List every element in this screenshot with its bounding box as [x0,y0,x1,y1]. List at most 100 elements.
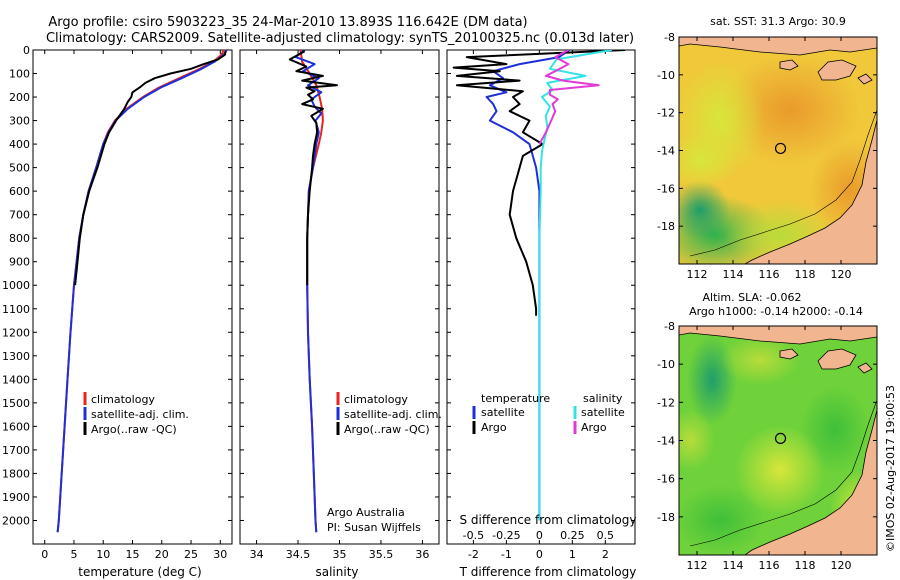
difference-series [452,50,626,521]
sla-island [779,348,799,360]
sst-map-title: sat. SST: 31.3 Argo: 30.9 [710,15,846,28]
annotation-argo-australia: Argo Australia [327,506,405,519]
sla-map-title-line1: Altim. SLA: -0.062 [702,291,801,304]
map-x-tick-label: 116 [759,268,780,281]
x-tick-label: 34.5 [286,548,311,561]
x-tick-label: 25 [184,548,198,561]
legend-label-s-satellite: satellite [581,406,625,419]
series-line-argo-raw-qc- [74,51,227,286]
map-y-tick-label: -12 [657,396,675,409]
x-tick-label: 36 [415,548,429,561]
map-x-tick-label: 112 [687,559,708,572]
map-y-tick-label: -16 [657,473,675,486]
x-tick-label: 0 [536,548,543,561]
sla-map-title-line2: Argo h1000: -0.14 h2000: -0.14 [689,305,863,318]
y-tick-label: 1500 [2,397,30,410]
series-line-salinity-argo [538,50,600,145]
sst-land-north [679,37,877,56]
sla-map-ticks: 112 114 116 118 120 -8 -10 -12 -14 -16 -18 [657,320,877,572]
difference-xlabel: T difference from climatology [459,565,637,579]
salinity-series [288,50,338,533]
legend-header-salinity: salinity [583,392,623,405]
legend-label-satellite: satellite-adj. clim. [91,408,189,421]
sst-bathymetry-contour [689,109,877,257]
sla-island [857,362,873,374]
y-tick-label: 400 [9,138,30,151]
map-y-tick-label: -16 [657,182,675,195]
x-tick-label: 0 [41,548,48,561]
x-tick-label: 2 [602,548,609,561]
y-tick-label: 800 [9,232,30,245]
map-x-tick-label: 118 [795,268,816,281]
sla-land-north [679,326,877,345]
x-tick-label: 30 [213,548,227,561]
argo-float-marker [774,142,787,155]
y-tick-label: 1600 [2,420,30,433]
difference-x2label: S difference from climatology [460,513,637,527]
sla-bathymetry-contour [689,399,877,547]
argo-float-marker [774,432,787,445]
x2-tick-label: 0.5 [597,529,615,542]
map-x-tick-label: 116 [759,559,780,572]
y-tick-label: 1800 [2,467,30,480]
map-x-tick-label: 120 [831,559,852,572]
map-x-tick-label: 114 [723,559,744,572]
sla-low-patch [679,485,765,555]
x-tick-label: 20 [155,548,169,561]
sla-high-patch [720,335,800,385]
temperature-ticks: 0 5 10 15 20 25 300100200300400500600700800900… [2,44,232,561]
y-tick-label: 600 [9,185,30,198]
y-tick-label: 0 [23,44,30,57]
salinity-axes [239,49,440,545]
map-y-tick-label: -8 [664,31,675,44]
legend-label-satellite: satellite-adj. clim. [344,408,442,421]
map-y-tick-label: -12 [657,107,675,120]
y-tick-label: 1900 [2,491,30,504]
y-tick-label: 100 [9,68,30,81]
map-y-tick-label: -10 [657,69,675,82]
legend-label-s-argo: Argo [581,421,607,434]
y-tick-label: 300 [9,115,30,128]
sst-island [817,59,857,81]
map-y-tick-label: -18 [657,220,675,233]
map-y-tick-label: -10 [657,358,675,371]
figure-title-line1: Argo profile: csiro 5903223_35 24-Mar-20… [48,15,527,30]
y-tick-label: 900 [9,256,30,269]
legend-label-climatology: climatology [91,393,155,406]
map-y-tick-label: -14 [657,145,675,158]
difference-ticks: -2 -1 0 1 2 -0.5 -0.25 0 0.25 0.5 [447,49,635,561]
x-tick-label: -1 [501,548,512,561]
legend-label-t-satellite: satellite [481,406,525,419]
y-tick-label: 1300 [2,350,30,363]
series-line-argo-raw-qc- [288,50,338,286]
x-tick-label: 15 [126,548,140,561]
x-tick-label: 34 [250,548,264,561]
series-line-salinity-satellite [538,50,613,521]
difference-legend: temperature salinity satellite Argo sate… [472,392,625,434]
x-tick-label: 1 [569,548,576,561]
sst-island [779,59,799,71]
sst-mid-patch [679,130,735,190]
y-tick-label: 1200 [2,326,30,339]
y-tick-label: 2000 [2,514,30,527]
x-tick-label: 35.5 [369,548,394,561]
series-line-climatology [299,50,324,533]
map-x-tick-label: 120 [831,268,852,281]
sst-map [679,37,877,264]
y-tick-label: 700 [9,209,30,222]
sst-map-ticks: 112 114 116 118 120 -8 -10 -12 -14 -16 -18 [657,31,877,281]
y-tick-label: 1100 [2,303,30,316]
x2-tick-label: 0.25 [560,529,585,542]
x-tick-label: 35 [333,548,347,561]
series-line-temperature-argo [452,50,626,316]
series-line-satellite-adj-clim- [294,50,323,533]
x-tick-label: 5 [70,548,77,561]
sla-high-patch [679,410,715,470]
salinity-xlabel: salinity [315,565,358,579]
sla-australia [744,409,877,555]
map-y-tick-label: -18 [657,511,675,524]
legend-label-argo: Argo(..raw -QC) [344,423,430,436]
map-y-tick-label: -14 [657,435,675,448]
x2-tick-label: 0 [536,529,543,542]
